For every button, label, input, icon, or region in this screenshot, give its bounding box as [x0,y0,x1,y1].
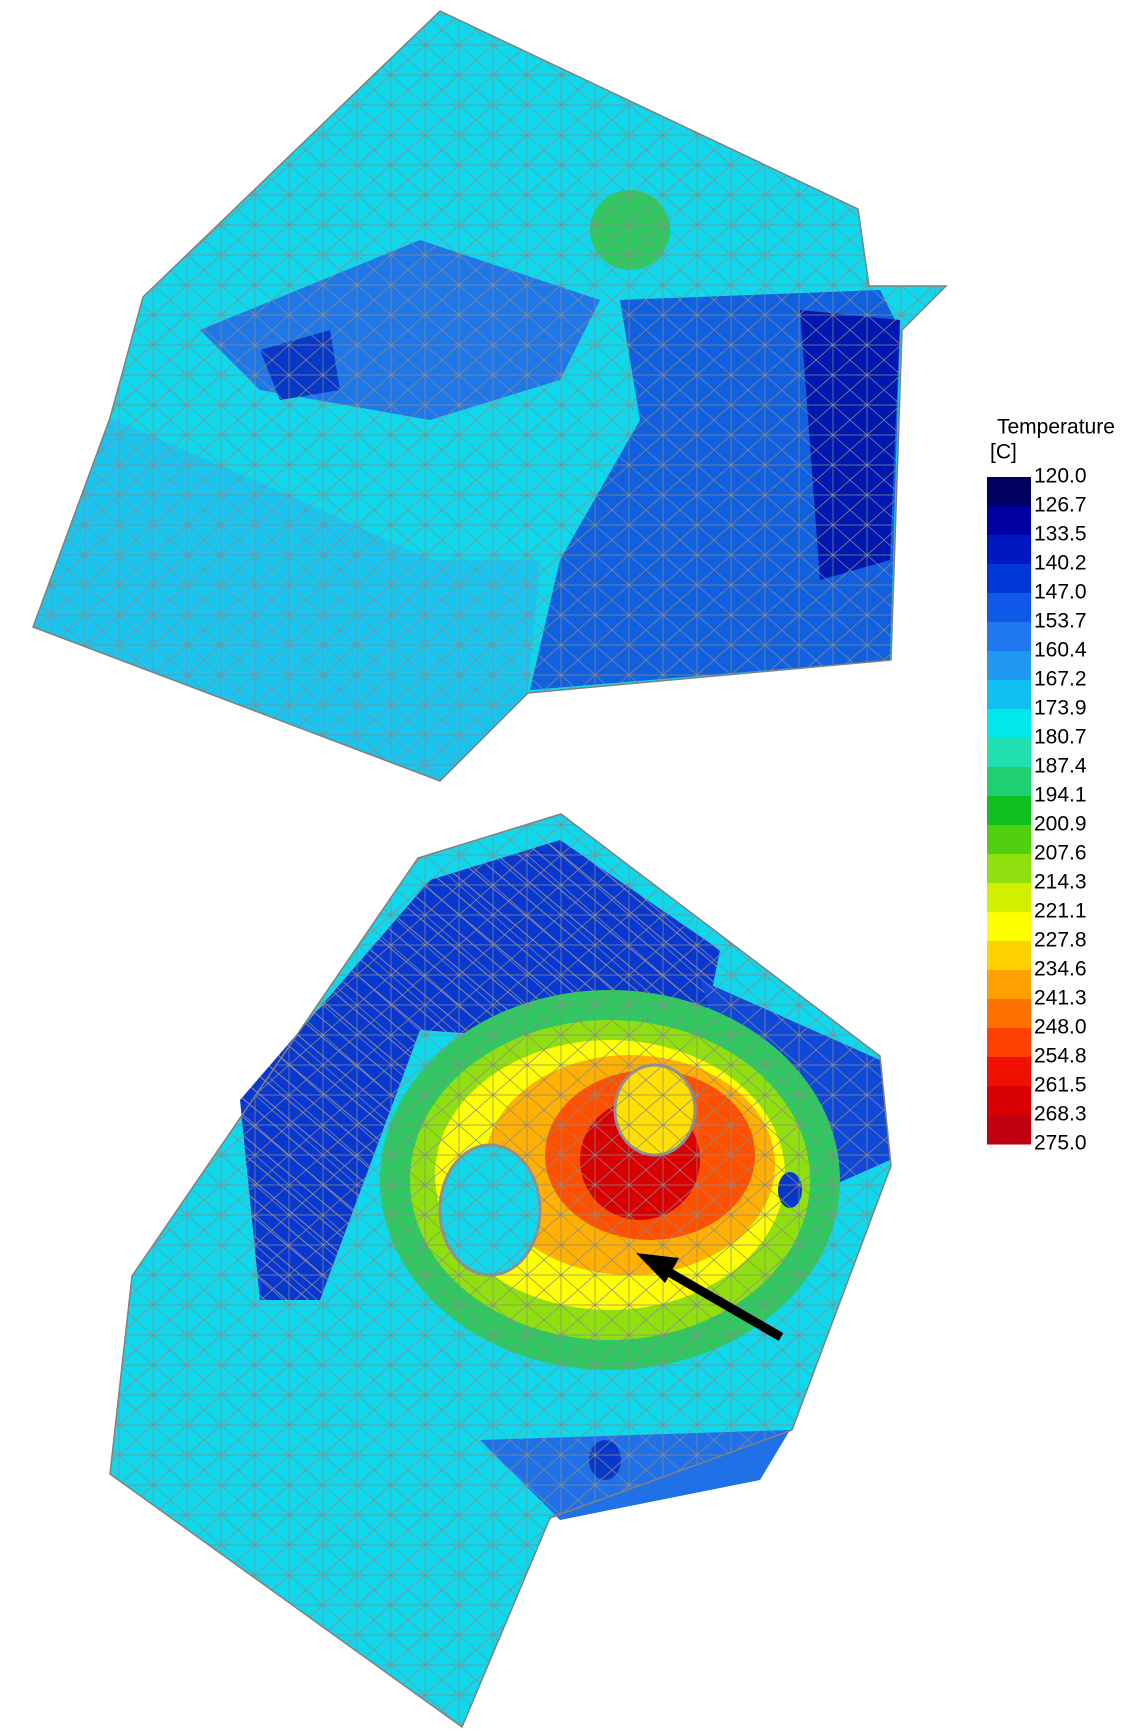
legend-swatch [987,912,1031,942]
legend-label: 261.5 [1034,1074,1087,1097]
legend-label: 227.8 [1034,929,1087,952]
legend-swatch [987,593,1031,623]
color-legend: Temperature [C] 120.0 126.7 133.5 140.2 147.… [987,416,1115,1155]
legend-swatch [987,767,1031,797]
legend-swatch [987,825,1031,855]
legend-label: 120.0 [1034,465,1087,488]
legend-label: 167.2 [1034,668,1087,691]
legend-swatch [987,1057,1031,1087]
legend-swatch [987,680,1031,710]
legend-label: 268.3 [1034,1103,1087,1126]
legend-label: 234.6 [1034,958,1087,981]
legend-label: 160.4 [1034,639,1087,662]
page: Temperature [C] 120.0 126.7 133.5 140.2 147.… [0,0,1146,1731]
legend-label: 207.6 [1034,842,1087,865]
legend-swatch [987,1115,1031,1145]
fea-figure: Temperature [C] 120.0 126.7 133.5 140.2 147.… [0,0,1146,1731]
legend-swatch [987,941,1031,971]
top-model [33,11,946,781]
legend-label: 187.4 [1034,755,1087,778]
legend-label: 221.1 [1034,900,1087,923]
legend-swatch [987,564,1031,594]
legend-label: 254.8 [1034,1045,1087,1068]
legend-swatch [987,883,1031,913]
legend-swatch [987,622,1031,652]
legend-swatch [987,1086,1031,1116]
legend-label: 194.1 [1034,784,1087,807]
legend-swatch [987,738,1031,768]
legend-swatch [987,970,1031,1000]
legend-title: Temperature [997,416,1115,439]
legend-swatch [987,1028,1031,1058]
bottom-model [110,814,891,1727]
legend-label: 133.5 [1034,523,1087,546]
legend-label: 248.0 [1034,1016,1087,1039]
legend-swatch [987,999,1031,1029]
legend-swatch [987,506,1031,536]
legend-swatch [987,651,1031,681]
legend-label: 173.9 [1034,697,1087,720]
legend-label: 140.2 [1034,552,1087,575]
legend-swatch [987,477,1031,507]
legend-label: 153.7 [1034,610,1087,633]
legend-label: 241.3 [1034,987,1087,1010]
legend-label: 200.9 [1034,813,1087,836]
legend-label: 180.7 [1034,726,1087,749]
legend-swatch [987,709,1031,739]
legend-swatch [987,535,1031,565]
legend-label: 126.7 [1034,494,1087,517]
legend-swatch [987,854,1031,884]
legend-label: 214.3 [1034,871,1087,894]
legend-swatch [987,796,1031,826]
legend-label: 147.0 [1034,581,1087,604]
legend-unit: [C] [990,441,1017,464]
legend-label: 275.0 [1034,1132,1087,1155]
